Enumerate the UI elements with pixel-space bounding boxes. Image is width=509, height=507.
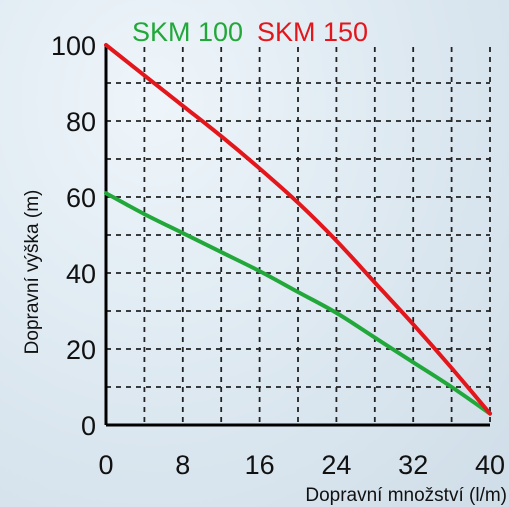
y-tick-label: 40 [66, 259, 96, 289]
y-tick-label: 60 [66, 183, 96, 213]
series-lines [104, 43, 492, 416]
legend: SKM 100 SKM 150 [132, 17, 368, 47]
series-line-skm-150 [104, 43, 492, 416]
legend-label: SKM 150 [257, 17, 368, 47]
legend-label: SKM 100 [132, 17, 243, 47]
x-axis-label: Dopravní množství (l/m) [305, 485, 507, 506]
x-tick-label: 0 [98, 450, 113, 480]
x-tick-label: 24 [321, 450, 351, 480]
y-axis-label: Dopravní výška (m) [22, 190, 43, 355]
series-line-skm-100 [104, 191, 492, 416]
y-tick-label: 80 [66, 107, 96, 137]
y-tick-label: 0 [81, 411, 96, 441]
axes [104, 45, 490, 427]
x-tick-label: 32 [398, 450, 428, 480]
grid [106, 47, 491, 425]
x-tick-label: 40 [475, 450, 505, 480]
x-tick-label: 8 [175, 450, 190, 480]
x-tick-label: 16 [245, 450, 275, 480]
tick-labels: 0 8 16 24 32 40 0 20 40 60 80 100 [51, 31, 505, 480]
y-tick-label: 20 [66, 335, 96, 365]
y-tick-label: 100 [51, 31, 96, 61]
